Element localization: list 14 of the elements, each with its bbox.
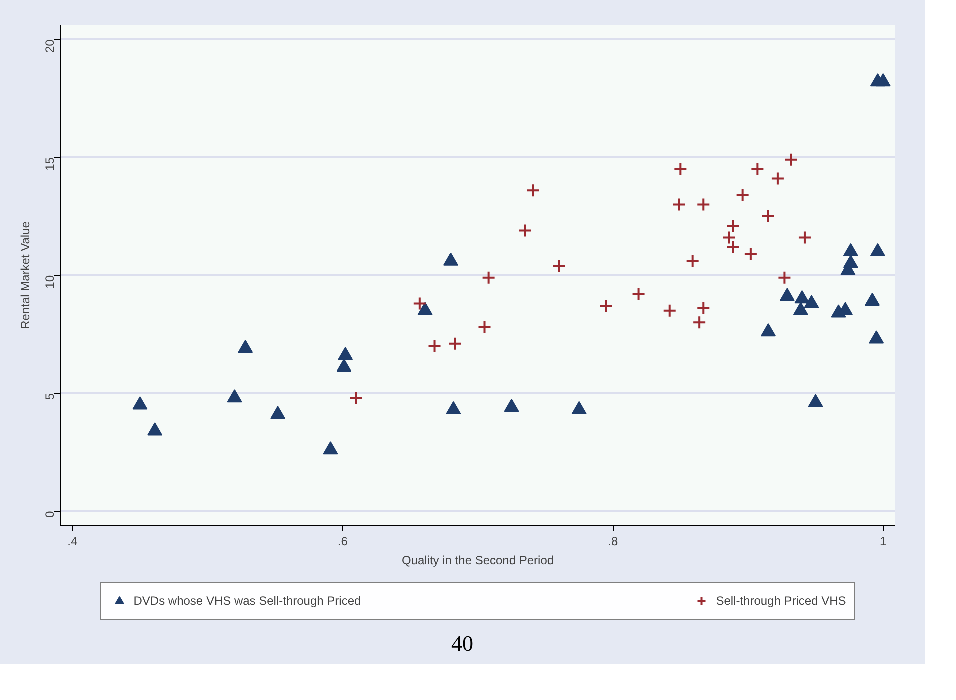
y-tick-label: 0 [43,511,57,518]
x-tick-label: 1 [880,534,888,548]
y-tick-label: 20 [43,39,57,53]
x-tick-label: .6 [338,534,348,548]
x-tick-label: .4 [68,534,78,548]
x-axis-title: Quality in the Second Period [402,554,554,568]
text: 40 [452,630,474,658]
y-tick-label: 5 [43,393,57,400]
legend-label: DVDs whose VHS was Sell-through Priced [134,594,362,608]
legend-label: Sell-through Priced VHS [716,594,846,608]
y-tick-label: 15 [43,157,57,171]
x-tick-label: .8 [608,534,618,548]
y-tick-label: 10 [43,275,57,289]
y-axis-title: Rental Market Value [18,221,32,330]
